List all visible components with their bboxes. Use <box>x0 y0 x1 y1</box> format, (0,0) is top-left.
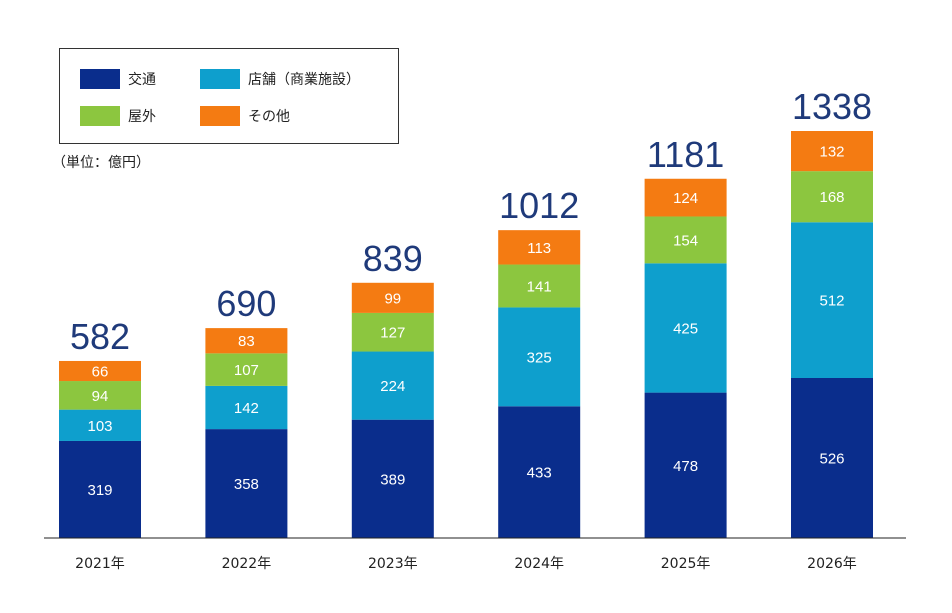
data-label-traffic-5: 526 <box>819 450 844 467</box>
data-label-other-4: 124 <box>673 190 698 207</box>
legend-item-traffic: 交通 <box>80 69 156 89</box>
data-label-other-1: 83 <box>238 333 255 350</box>
data-label-outdoor-2: 127 <box>380 325 405 342</box>
data-label-retail-4: 425 <box>673 320 698 337</box>
bar-traffic-2 <box>351 419 434 538</box>
x-tick-label-2: 2023年 <box>368 556 418 572</box>
bar-retail-3 <box>498 307 581 407</box>
data-label-traffic-0: 319 <box>87 482 112 499</box>
legend-swatch-outdoor <box>80 106 120 126</box>
bar-retail-0 <box>59 409 141 441</box>
legend-label-retail: 店舗（商業施設） <box>248 72 360 88</box>
total-labels-group: 582 690 839 1012 1181 1338 <box>70 86 872 357</box>
bar-traffic-5 <box>791 377 873 538</box>
data-label-retail-1: 142 <box>234 400 259 417</box>
data-label-retail-5: 512 <box>819 293 844 310</box>
data-label-other-0: 66 <box>92 364 109 381</box>
legend: 交通 店舗（商業施設） 屋外 その他 <box>59 48 399 144</box>
legend-swatch-traffic <box>80 69 120 89</box>
total-label-1: 690 <box>216 283 276 324</box>
bar-other-0 <box>59 360 141 382</box>
x-tick-labels-group: 2021年 2022年 2023年 2024年 2025年 2026年 <box>75 556 857 572</box>
segment-labels-group: 319 103 94 66 358 142 107 83 389 224 127 99 433 325 14… <box>87 144 844 499</box>
bar-traffic-0 <box>59 440 141 538</box>
bar-other-5 <box>791 131 873 172</box>
bar-outdoor-5 <box>791 171 873 223</box>
bar-outdoor-2 <box>351 312 434 352</box>
data-label-outdoor-1: 107 <box>234 362 259 379</box>
bar-outdoor-1 <box>205 353 288 386</box>
x-tick-label-4: 2025年 <box>661 556 711 572</box>
legend-label-outdoor: 屋外 <box>128 109 156 125</box>
total-label-0: 582 <box>70 316 130 357</box>
bar-outdoor-3 <box>498 264 581 308</box>
legend-label-other: その他 <box>248 109 290 125</box>
bar-other-1 <box>205 328 288 354</box>
bar-outdoor-0 <box>59 381 141 410</box>
total-label-3: 1012 <box>499 185 579 226</box>
legend-item-outdoor: 屋外 <box>80 106 156 126</box>
x-tick-label-3: 2024年 <box>514 556 564 572</box>
data-label-retail-0: 103 <box>87 418 112 435</box>
bar-other-3 <box>498 230 581 265</box>
unit-note: （単位：億円） <box>52 155 150 171</box>
bar-other-2 <box>351 282 434 313</box>
data-label-other-2: 99 <box>384 290 401 307</box>
data-label-other-5: 132 <box>819 144 844 161</box>
data-label-retail-3: 325 <box>527 349 552 366</box>
data-label-outdoor-5: 168 <box>819 189 844 206</box>
bar-outdoor-4 <box>644 216 727 264</box>
bar-retail-2 <box>351 351 434 420</box>
bar-traffic-4 <box>644 392 727 538</box>
bar-traffic-1 <box>205 429 288 538</box>
total-label-4: 1181 <box>647 134 724 175</box>
bar-retail-4 <box>644 263 727 393</box>
total-label-2: 839 <box>363 238 423 279</box>
data-label-outdoor-4: 154 <box>673 232 698 249</box>
data-label-traffic-4: 478 <box>673 458 698 475</box>
data-label-other-3: 113 <box>527 240 551 257</box>
bar-traffic-3 <box>498 406 581 538</box>
data-label-outdoor-0: 94 <box>92 388 109 405</box>
bar-retail-5 <box>791 222 873 378</box>
legend-swatch-other <box>200 106 240 126</box>
bars-group <box>59 131 873 538</box>
x-tick-label-5: 2026年 <box>807 556 857 572</box>
x-tick-label-1: 2022年 <box>222 556 272 572</box>
x-tick-label-0: 2021年 <box>75 556 125 572</box>
data-label-traffic-3: 433 <box>527 465 552 482</box>
data-label-traffic-2: 389 <box>380 471 405 488</box>
data-label-retail-2: 224 <box>380 378 405 395</box>
bar-retail-1 <box>205 385 288 430</box>
bar-other-4 <box>644 178 727 217</box>
data-label-traffic-1: 358 <box>234 476 259 493</box>
legend-item-other: その他 <box>200 106 290 126</box>
legend-item-retail: 店舗（商業施設） <box>200 69 360 89</box>
legend-label-traffic: 交通 <box>128 72 156 88</box>
legend-swatch-retail <box>200 69 240 89</box>
total-label-5: 1338 <box>792 86 872 127</box>
data-label-outdoor-3: 141 <box>527 278 552 295</box>
